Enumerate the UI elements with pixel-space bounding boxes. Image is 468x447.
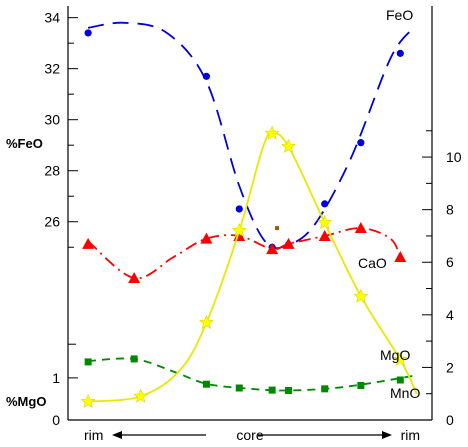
left-upper-tick-label: 26 [44, 214, 60, 230]
mno-point [353, 288, 369, 303]
cao-point [82, 237, 95, 249]
x-label-core: core [236, 427, 263, 443]
cao-point [282, 237, 295, 249]
mgo-point [396, 376, 404, 384]
cao-point [354, 222, 367, 234]
mgo-point [321, 385, 329, 393]
right-tick-label: 0 [446, 412, 454, 428]
right-tick-label: 8 [446, 202, 454, 218]
mno-point [264, 125, 280, 140]
left-lower-tick-label: 1 [52, 370, 60, 386]
mgo-point [357, 381, 365, 389]
mno-point [231, 222, 247, 238]
right-tick-label: 6 [446, 254, 454, 270]
x-label-rim-right: rim [401, 427, 420, 443]
right-tick-label: 2 [446, 359, 454, 375]
mgo-point [285, 387, 293, 395]
feo-point [235, 205, 243, 213]
right-tick-label: 4 [446, 307, 454, 323]
mno-point [199, 314, 214, 330]
mgo-series-line [88, 357, 414, 392]
left-lower-tick-label: 0 [52, 412, 60, 428]
mgo-series-label: MgO [380, 347, 410, 363]
mno-point [317, 215, 333, 230]
left-upper-axis-title: %FeO [6, 136, 43, 151]
cao-point [318, 229, 331, 241]
cao-point [394, 250, 407, 262]
left-upper-tick-label: 32 [44, 61, 60, 77]
feo-point [357, 139, 365, 147]
series-layer [80, 21, 418, 408]
cao-point [266, 243, 279, 255]
mno-series-label: MnO [390, 385, 420, 401]
mno-point [281, 138, 296, 153]
mgo-point [202, 380, 210, 388]
mno-point [80, 393, 96, 408]
left-upper-tick-label: 30 [44, 112, 60, 128]
feo-point [396, 49, 404, 57]
mgo-point [84, 358, 92, 366]
feo-point [321, 200, 329, 208]
arrow-left-head [112, 431, 122, 439]
arrow-right-head [382, 431, 392, 439]
feo-series-line [87, 21, 415, 250]
left-lower-axis-title: %MgO [6, 394, 46, 409]
mno-point [133, 388, 149, 403]
mgo-point [130, 355, 138, 363]
feo-series-label: FeO [386, 7, 413, 23]
cao-series-label: CaO [358, 255, 387, 271]
mgo-point [268, 386, 276, 394]
x-label-rim-left: rim [84, 427, 103, 443]
extra-marker [275, 226, 280, 231]
feo-point [84, 29, 92, 37]
feo-point [202, 72, 211, 80]
mno-point [392, 351, 408, 366]
cao-point [200, 232, 213, 244]
cao-series-line [87, 227, 402, 280]
left-upper-tick-label: 28 [44, 163, 60, 179]
left-upper-tick-label: 34 [44, 10, 60, 26]
cao-point [128, 272, 141, 284]
mgo-point [235, 384, 243, 392]
label-layer: %FeO %MgO rim core rim FeO CaO MgO MnO [6, 7, 420, 443]
right-tick-label: 10 [446, 149, 462, 165]
